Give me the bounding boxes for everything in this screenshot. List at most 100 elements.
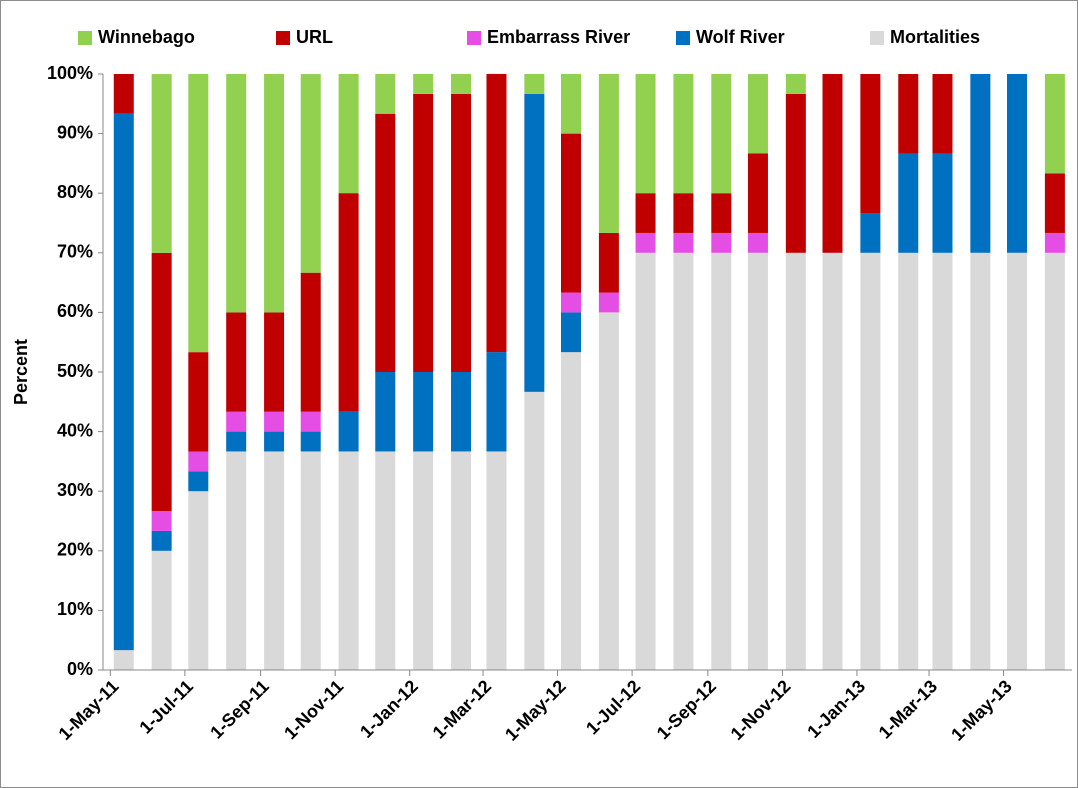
bar-segment — [338, 73, 359, 194]
legend-label: Wolf River — [696, 27, 785, 47]
bar-segment — [598, 232, 619, 293]
bar-segment — [970, 252, 991, 671]
bar-segment — [113, 74, 134, 114]
bar-segment — [673, 252, 694, 671]
bar-segment — [338, 411, 359, 452]
bar-segment — [711, 252, 732, 671]
bar-segment — [486, 73, 507, 353]
bar-segment — [151, 511, 172, 531]
bar-segment — [375, 372, 396, 452]
y-tick-label: 30% — [57, 480, 93, 500]
bar-segment — [785, 74, 806, 94]
bar-segment — [598, 312, 619, 670]
bar-segment — [711, 193, 732, 233]
bar-segment — [561, 74, 582, 134]
bar-segment — [375, 113, 396, 372]
bar-segment — [300, 411, 321, 432]
bar-segment — [635, 232, 656, 253]
bar-segment — [898, 153, 919, 253]
bar-segment — [226, 451, 247, 670]
bar-segment — [113, 113, 134, 651]
bar-segment — [932, 252, 953, 671]
bar-segment — [747, 252, 768, 671]
bar-segment — [300, 431, 321, 452]
bar-segment — [375, 74, 396, 114]
y-tick-label: 50% — [57, 361, 93, 381]
y-tick-label: 10% — [57, 599, 93, 619]
bar-segment — [413, 372, 434, 452]
y-tick-label: 70% — [57, 242, 93, 262]
bar-segment — [598, 292, 619, 313]
bar-segment — [860, 74, 881, 214]
bar-segment — [711, 232, 732, 253]
bar-segment — [486, 451, 507, 670]
bar-segment — [635, 252, 656, 671]
bar-segment — [524, 93, 545, 392]
bar-segment — [264, 451, 285, 670]
bar-segment — [932, 74, 953, 154]
legend-swatch — [870, 31, 884, 45]
bar-segment — [264, 411, 285, 432]
bar-segment — [673, 74, 694, 194]
bar-segment — [451, 372, 472, 452]
bar-segment — [226, 74, 247, 313]
bar-segment — [524, 391, 545, 670]
bar-segment — [711, 74, 732, 194]
bar-segment — [188, 491, 209, 670]
bar-segment — [226, 431, 247, 452]
bar-segment — [747, 153, 768, 233]
bar-segment — [151, 530, 172, 551]
bar-segment — [1044, 232, 1065, 253]
bar-segment — [747, 74, 768, 154]
legend-swatch — [78, 31, 92, 45]
bar-segment — [673, 232, 694, 253]
bar-segment — [264, 312, 285, 412]
bar-segment — [1044, 173, 1065, 233]
legend-swatch — [467, 31, 481, 45]
bar-segment — [413, 74, 434, 94]
legend-label: Embarrass River — [487, 27, 630, 47]
bar-segment — [822, 252, 843, 671]
bar-segment — [1007, 74, 1028, 253]
bar-segment — [451, 74, 472, 94]
bar-segment — [226, 312, 247, 412]
bar-segment — [451, 451, 472, 670]
legend-label: Mortalities — [890, 27, 980, 47]
legend-label: Winnebago — [98, 27, 195, 47]
bar-segment — [673, 193, 694, 233]
y-tick-label: 40% — [57, 420, 93, 440]
bar-segment — [970, 74, 991, 253]
bar-segment — [898, 252, 919, 671]
legend-swatch — [676, 31, 690, 45]
bar-segment — [598, 74, 619, 233]
bar-segment — [264, 431, 285, 452]
bar-segment — [151, 252, 172, 512]
bar-segment — [486, 352, 507, 452]
bar-segment — [635, 74, 656, 194]
bar-segment — [561, 133, 582, 293]
bar-segment — [860, 213, 881, 253]
bar-segment — [113, 650, 134, 670]
y-tick-label: 100% — [47, 63, 93, 83]
bar-segment — [188, 451, 209, 472]
bar-segment — [151, 550, 172, 670]
bar-segment — [338, 193, 359, 412]
bar-segment — [860, 252, 881, 671]
bar-segment — [747, 232, 768, 253]
y-tick-label: 20% — [57, 540, 93, 560]
bar-segment — [785, 252, 806, 671]
y-axis-label: Percent — [11, 339, 31, 405]
bar-segment — [188, 352, 209, 452]
bar-segment — [226, 411, 247, 432]
bar-segment — [151, 74, 172, 253]
bar-segment — [561, 312, 582, 353]
bar-segment — [451, 93, 472, 372]
bar-segment — [300, 451, 321, 670]
bar-segment — [932, 153, 953, 253]
y-tick-label: 90% — [57, 122, 93, 142]
bar-segment — [1044, 252, 1065, 671]
bar-segment — [524, 74, 545, 94]
bar-segment — [300, 74, 321, 273]
y-tick-label: 80% — [57, 182, 93, 202]
y-tick-label: 0% — [67, 659, 93, 679]
